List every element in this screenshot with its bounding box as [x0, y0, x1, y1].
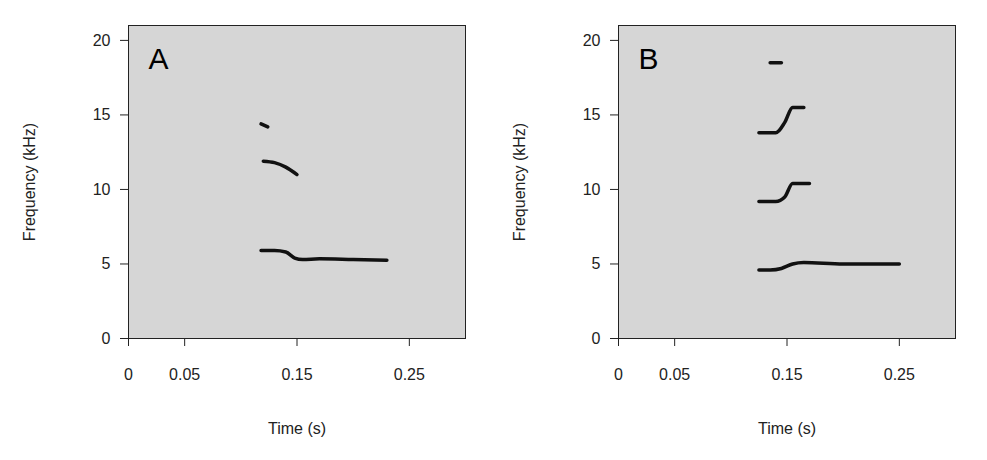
svg-text:A: A — [149, 42, 169, 75]
svg-text:15: 15 — [583, 106, 601, 123]
svg-text:B: B — [639, 42, 659, 75]
svg-text:0: 0 — [124, 366, 133, 383]
svg-text:0: 0 — [592, 330, 601, 347]
svg-text:20: 20 — [583, 32, 601, 49]
svg-text:Time (s): Time (s) — [758, 420, 816, 437]
svg-text:10: 10 — [93, 181, 111, 198]
svg-text:0.15: 0.15 — [771, 366, 802, 383]
svg-text:10: 10 — [583, 181, 601, 198]
svg-text:0.05: 0.05 — [659, 366, 690, 383]
svg-text:0.05: 0.05 — [169, 366, 200, 383]
svg-text:20: 20 — [93, 32, 111, 49]
svg-text:0: 0 — [614, 366, 623, 383]
svg-text:5: 5 — [102, 255, 111, 272]
svg-text:Frequency (kHz): Frequency (kHz) — [21, 123, 38, 241]
svg-text:0.15: 0.15 — [281, 366, 312, 383]
svg-text:5: 5 — [592, 255, 601, 272]
svg-text:15: 15 — [93, 106, 111, 123]
svg-text:0: 0 — [102, 330, 111, 347]
svg-text:Time (s): Time (s) — [268, 420, 326, 437]
svg-text:0.25: 0.25 — [394, 366, 425, 383]
svg-text:0.25: 0.25 — [884, 366, 915, 383]
svg-text:Frequency (kHz): Frequency (kHz) — [511, 123, 528, 241]
